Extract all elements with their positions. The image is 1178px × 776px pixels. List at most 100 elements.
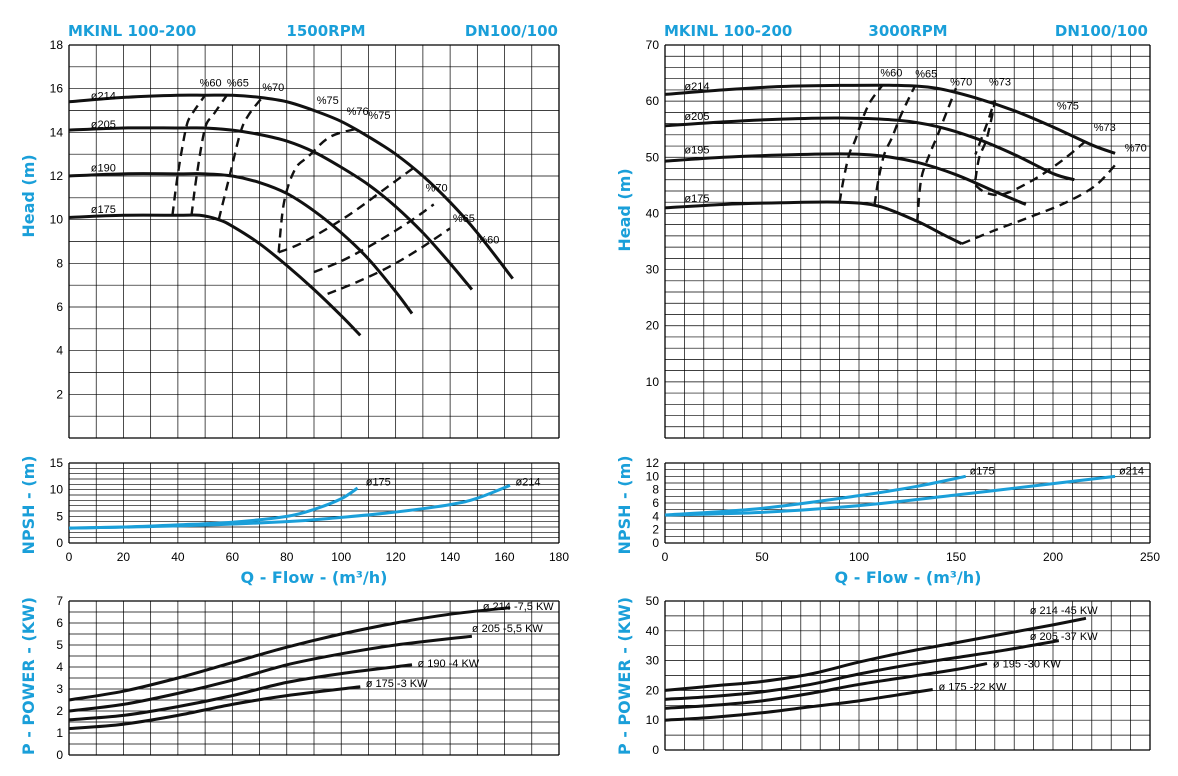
header-dn: DN100/100 [1055,22,1148,40]
efficiency-curve-75 [278,164,419,254]
head-grid: 2 4 6 8 10 12 14 16 18 [50,38,560,439]
x-tick-label: 140 [440,550,460,564]
y-tick-label: 40 [646,624,660,638]
head-curve-label: %70 [1125,143,1147,155]
efficiency-curve-60 [838,84,884,203]
head-axis-label: Head (m) [615,168,634,251]
head-curve-label: ø190 [91,163,116,175]
power-axis-label: P - POWER - (KW) [615,597,634,755]
flow-axis-label: Q - Flow - (m³/h) [835,568,982,587]
head-curve-label: %65 [227,77,249,89]
npsh-curve-label: ø175 [970,465,995,477]
x-tick-label: 160 [495,550,515,564]
y-tick-label: 6 [652,496,659,510]
head-curve-205 [68,126,474,291]
header-dn: DN100/100 [465,22,558,40]
power-curve-2 [664,662,988,710]
y-tick-label: 0 [56,536,63,550]
y-tick-label: 1 [56,726,63,740]
y-tick-label: 18 [50,38,64,52]
power-curve-1 [68,634,473,713]
y-tick-label: 4 [56,660,63,674]
head-curve-190 [68,172,414,315]
head-curve-175 [68,213,362,337]
x-tick-label: 100 [331,550,351,564]
npsh-axis-label: NPSH - (m) [615,455,634,554]
head-curve-214 [664,83,1116,155]
head-curve-label: ø214 [91,91,116,103]
npsh-curve-214 [664,474,1116,517]
head-curve-label: ø175 [91,204,116,216]
y-tick-label: 30 [646,654,660,668]
power-curve-1 [664,639,1060,701]
y-tick-label: 8 [652,483,659,497]
head-curve-label: %65 [915,69,937,81]
head-curve-label: ø214 [684,81,709,93]
y-tick-label: 10 [50,483,64,497]
y-tick-label: 70 [646,38,660,52]
efficiency-curve-70 [313,203,435,274]
x-tick-label: 0 [66,550,73,564]
npsh-grid: 0 5 10 15 [50,456,560,550]
power-grid: 0 10 20 30 40 50 [646,594,1151,757]
x-tick-label: 40 [171,550,185,564]
y-tick-label: 2 [56,387,63,401]
efficiency-curve-73 [961,162,1118,245]
y-tick-label: 12 [50,169,64,183]
power-curve-0 [68,606,511,702]
x-tick-label: 150 [946,550,966,564]
y-tick-label: 20 [646,683,660,697]
y-tick-label: 3 [56,682,63,696]
head-curve-label: %76 [347,106,369,118]
x-tick-label: 250 [1140,550,1160,564]
y-tick-label: 6 [56,616,63,630]
x-tick-label: 100 [849,550,869,564]
head-curve-label: ø205 [91,119,116,131]
y-tick-label: 50 [646,594,660,608]
head-curve-label: ø175 [684,193,709,205]
y-tick-label: 0 [652,743,659,757]
header-rpm: 3000RPM [868,22,947,40]
x-tick-label: 60 [226,550,240,564]
power-curve-3 [68,685,361,731]
head-curve-label: %70 [950,76,972,88]
npsh-curve-label: ø175 [366,476,391,488]
efficiency-curve-65 [873,84,917,206]
y-tick-label: 10 [646,713,660,727]
header-rpm: 1500RPM [286,22,365,40]
y-tick-label: 50 [646,150,660,164]
power-curve-label: ø 214 -7,5 KW [483,601,555,613]
power-curve-2 [68,663,413,722]
y-tick-label: 5 [56,509,63,523]
npsh-curve-label: ø214 [1119,465,1144,477]
head-axis-label: Head (m) [19,154,38,237]
y-tick-label: 7 [56,594,63,608]
y-tick-label: 0 [56,748,63,762]
head-curve-label: %70 [426,182,448,194]
efficiency-curve-65 [327,227,451,296]
head-curve-label: %75 [1057,101,1079,113]
y-tick-label: 10 [646,469,660,483]
power-curve-3 [664,688,933,722]
head-curve-label: %60 [880,67,902,79]
power-curve-label: ø 175 -3 KW [366,678,428,690]
efficiency-curve-70 [916,87,958,222]
head-curve-label: ø205 [684,111,709,123]
head-curve-205 [664,116,1075,182]
header-model: MKINL 100-200 [68,22,196,40]
npsh-curve-214 [68,484,511,530]
y-tick-label: 60 [646,94,660,108]
x-tick-label: 0 [662,550,669,564]
head-curve-label: %73 [989,76,1011,88]
x-tick-label: 20 [117,550,131,564]
y-tick-label: 15 [50,456,64,470]
efficiency-curve-60 [171,94,207,216]
x-tick-label: 180 [549,550,569,564]
npsh-curve-175 [664,474,967,517]
npsh-curve-label: ø214 [515,476,540,488]
efficiency-curve-73 [974,99,997,180]
y-tick-label: 5 [56,638,63,652]
power-curve-label: ø 195 -30 KW [993,658,1061,670]
